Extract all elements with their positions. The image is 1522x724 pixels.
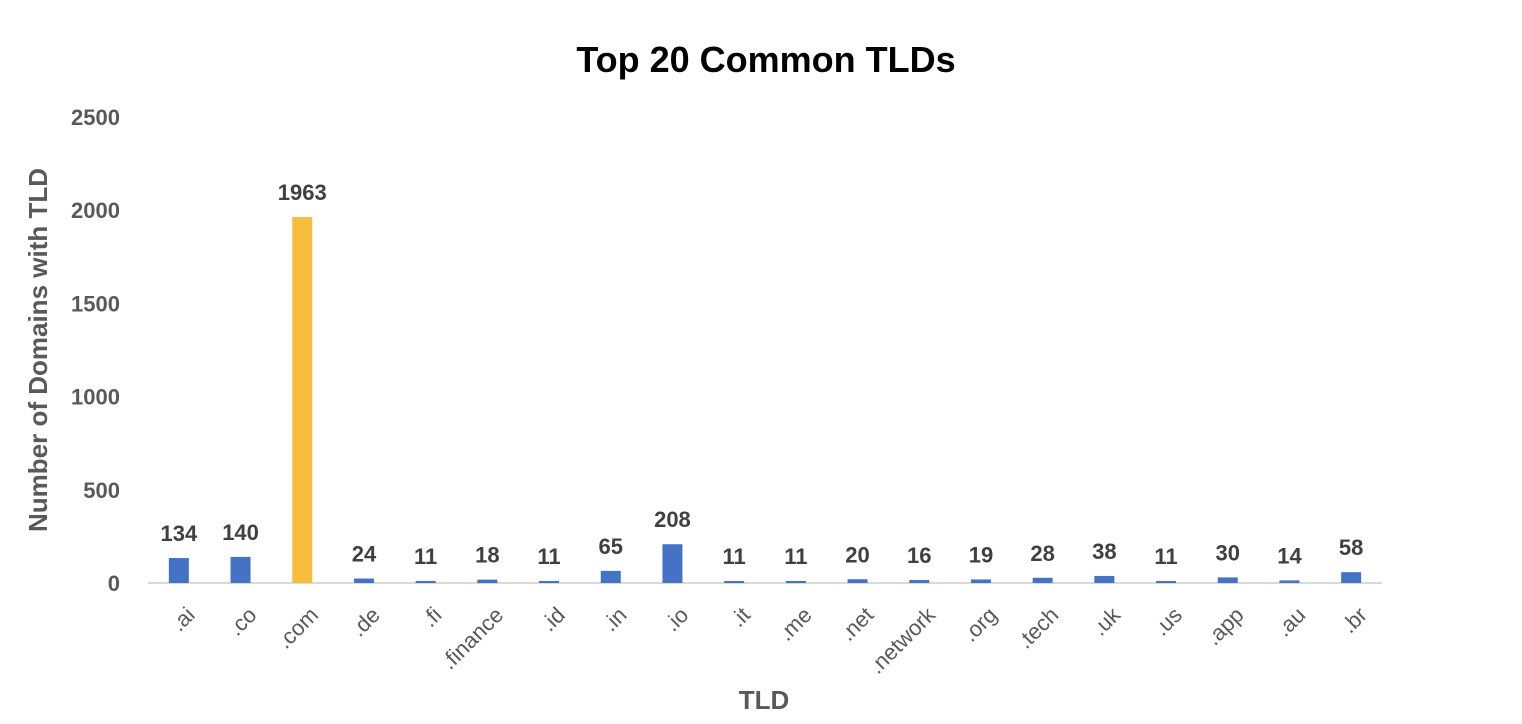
- x-tick-label: .com: [272, 602, 323, 653]
- data-label: 16: [907, 543, 931, 568]
- bar: [724, 580, 745, 583]
- x-tick-label: .org: [957, 602, 1001, 646]
- bar: [909, 580, 930, 583]
- data-label: 208: [654, 507, 691, 532]
- bar: [1217, 577, 1238, 583]
- x-tick-label: .fi: [417, 602, 447, 632]
- bar: [353, 578, 374, 583]
- bar: [477, 579, 498, 583]
- x-tick-label: .net: [835, 602, 879, 646]
- x-tick-label: .io: [659, 602, 693, 636]
- y-axis-ticks: 0 500 1000 1500 2000 2500: [71, 105, 120, 596]
- bar: [600, 570, 621, 583]
- x-axis-title: TLD: [739, 685, 790, 715]
- y-tick-label: 1500: [71, 291, 120, 316]
- data-label: 14: [1277, 543, 1302, 568]
- bar: [230, 556, 251, 583]
- data-label: 30: [1216, 540, 1240, 565]
- bar: [539, 580, 560, 583]
- bars-group: [168, 217, 1362, 583]
- bar: [168, 558, 189, 583]
- data-label: 18: [475, 543, 499, 568]
- y-tick-label: 0: [108, 571, 120, 596]
- bar: [1341, 572, 1362, 583]
- data-label: 11: [537, 544, 560, 569]
- x-tick-label: .finance: [436, 602, 508, 674]
- y-tick-label: 500: [83, 478, 120, 503]
- bar: [415, 580, 436, 583]
- x-tick-label: .it: [725, 602, 755, 632]
- chart-title: Top 20 Common TLDs: [576, 39, 955, 80]
- data-label: 134: [160, 521, 197, 546]
- bar: [1032, 577, 1053, 583]
- data-label: 19: [969, 542, 993, 567]
- bar: [662, 544, 683, 583]
- data-label: 11: [723, 544, 746, 569]
- bar: [1156, 580, 1177, 583]
- y-tick-label: 2000: [71, 198, 120, 223]
- data-label: 24: [352, 542, 377, 567]
- y-tick-label: 2500: [71, 105, 120, 130]
- bar: [1094, 575, 1115, 583]
- data-label: 28: [1030, 541, 1054, 566]
- bar: [847, 579, 868, 583]
- data-label: 1963: [278, 180, 327, 205]
- x-tick-label: .network: [864, 601, 941, 678]
- x-tick-label: .co: [223, 602, 261, 640]
- data-label: 65: [599, 534, 623, 559]
- data-label: 11: [1154, 544, 1177, 569]
- x-tick-label: .tech: [1012, 602, 1063, 653]
- x-tick-label: .in: [597, 602, 631, 636]
- bar: [1279, 580, 1300, 583]
- x-tick-label: .id: [536, 602, 570, 636]
- data-label: 20: [845, 542, 869, 567]
- y-tick-label: 1000: [71, 385, 120, 410]
- bar: [970, 579, 991, 583]
- bar: [785, 580, 806, 583]
- y-axis-title: Number of Domains with TLD: [23, 168, 53, 532]
- data-label: 38: [1092, 539, 1116, 564]
- x-tick-label: .br: [1336, 602, 1372, 638]
- x-tick-label: .de: [345, 602, 384, 641]
- x-tick-label: .me: [773, 602, 817, 646]
- x-tick-label: .uk: [1087, 601, 1126, 640]
- data-label: 11: [784, 544, 807, 569]
- x-tick-label: .ai: [166, 602, 200, 636]
- x-axis-ticks: .ai .co .com .de .fi.finance .id .in .io .it .me.…: [166, 601, 1372, 678]
- x-tick-label: .us: [1148, 602, 1186, 640]
- data-labels-group: 134 140 1963 24 11 18 11 65 208 11 11 20 16 19 28 38 11 3…: [160, 180, 1363, 569]
- data-label: 58: [1339, 535, 1363, 560]
- bar: [292, 217, 313, 583]
- data-label: 140: [222, 520, 259, 545]
- data-label: 11: [414, 544, 437, 569]
- x-tick-label: .app: [1201, 602, 1249, 650]
- x-tick-label: .au: [1271, 602, 1310, 641]
